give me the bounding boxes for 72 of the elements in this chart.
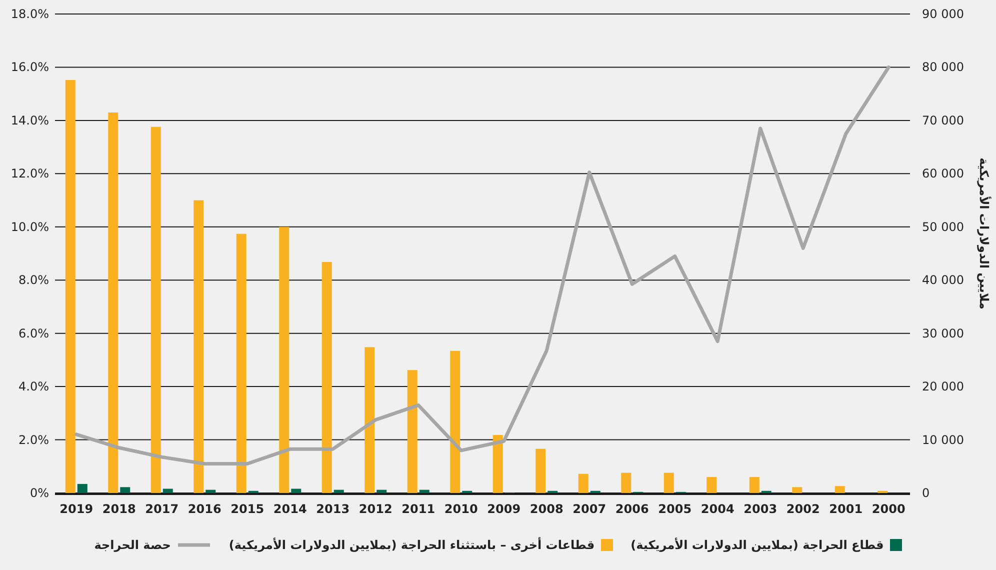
y-tick-label: 14.0% [10, 113, 49, 128]
y2-tick-label: 60 000 [922, 166, 964, 181]
x-tick-label: 2000 [872, 502, 906, 516]
bar [65, 80, 76, 493]
bar [419, 490, 430, 493]
y2-tick-label: 70 000 [922, 113, 964, 128]
y-tick-label: 2.0% [18, 432, 49, 447]
line-series [74, 65, 890, 466]
x-tick-label: 2016 [188, 502, 222, 516]
bar [706, 477, 717, 493]
x-tick-label: 2010 [444, 502, 478, 516]
legend-label: قطاعات أخرى – باستثناء الحراجة (بملايين الدولارات الأمريكية) [228, 538, 595, 552]
bar [536, 448, 546, 493]
bar [150, 126, 161, 493]
bar [376, 490, 387, 493]
bar [792, 487, 802, 493]
bar [162, 488, 173, 493]
y2-tick-label: 20 000 [922, 380, 964, 394]
y2-tick-label: 90 000 [922, 7, 964, 21]
x-tick-label: 2019 [60, 502, 94, 516]
bar [291, 488, 302, 493]
y2-tick-label: 80 000 [922, 60, 964, 74]
y-tick-label: 6.0% [18, 326, 49, 340]
y-tick-label: 0% [30, 486, 49, 500]
x-tick-label: 2002 [786, 502, 820, 516]
x-tick-label: 2009 [487, 502, 521, 516]
x-tick-label: 2005 [658, 502, 692, 516]
y-tick-label: 12.0% [10, 166, 49, 181]
bar [749, 477, 760, 493]
legend-label: حصة الحراجة [94, 538, 171, 552]
bar [322, 262, 332, 493]
legend-label: قطاع الحراجة (بملايين الدولارات الأمريكية) [630, 538, 884, 552]
x-tick-label: 2017 [145, 502, 179, 516]
bar [236, 234, 246, 493]
bar [492, 434, 503, 493]
x-tick-label: 2006 [615, 502, 649, 516]
bar [664, 472, 674, 493]
x-tick-label: 2011 [402, 502, 436, 516]
bar [834, 486, 845, 493]
y2-tick-label: 0 [922, 486, 930, 500]
y-tick-label: 18.0% [10, 7, 49, 21]
x-tick-label: 2003 [744, 502, 778, 516]
y2-axis-title: ملايين الدولارات الأمريكية [977, 158, 992, 310]
y2-tick-label: 30 000 [922, 326, 964, 340]
x-tick-label: 2013 [316, 502, 350, 516]
bar [279, 226, 290, 493]
bar [108, 112, 118, 493]
bar [364, 347, 375, 493]
bar [450, 350, 460, 493]
x-tick-label: 2004 [700, 502, 734, 516]
y-tick-label: 4.0% [18, 380, 49, 394]
y-tick-label: 10.0% [10, 220, 49, 234]
bar [578, 474, 588, 493]
bar [194, 200, 204, 493]
bar [120, 487, 130, 493]
y2-tick-label: 50 000 [922, 220, 964, 234]
bar [334, 490, 344, 493]
x-tick-label: 2015 [230, 502, 264, 516]
x-tick-label: 2018 [102, 502, 136, 516]
bar [77, 484, 88, 493]
y2-tick-label: 40 000 [922, 273, 964, 288]
x-tick-label: 2014 [273, 502, 307, 516]
bar [206, 490, 216, 493]
bar [407, 370, 418, 493]
x-tick-label: 2001 [829, 502, 863, 516]
y2-tick-label: 10 000 [922, 432, 964, 447]
x-tick-label: 2012 [358, 502, 392, 516]
bar [621, 472, 632, 493]
y-tick-label: 16.0% [10, 60, 49, 74]
x-tick-label: 2008 [530, 502, 564, 516]
x-tick-label: 2007 [572, 502, 606, 516]
y-tick-label: 8.0% [18, 273, 49, 288]
